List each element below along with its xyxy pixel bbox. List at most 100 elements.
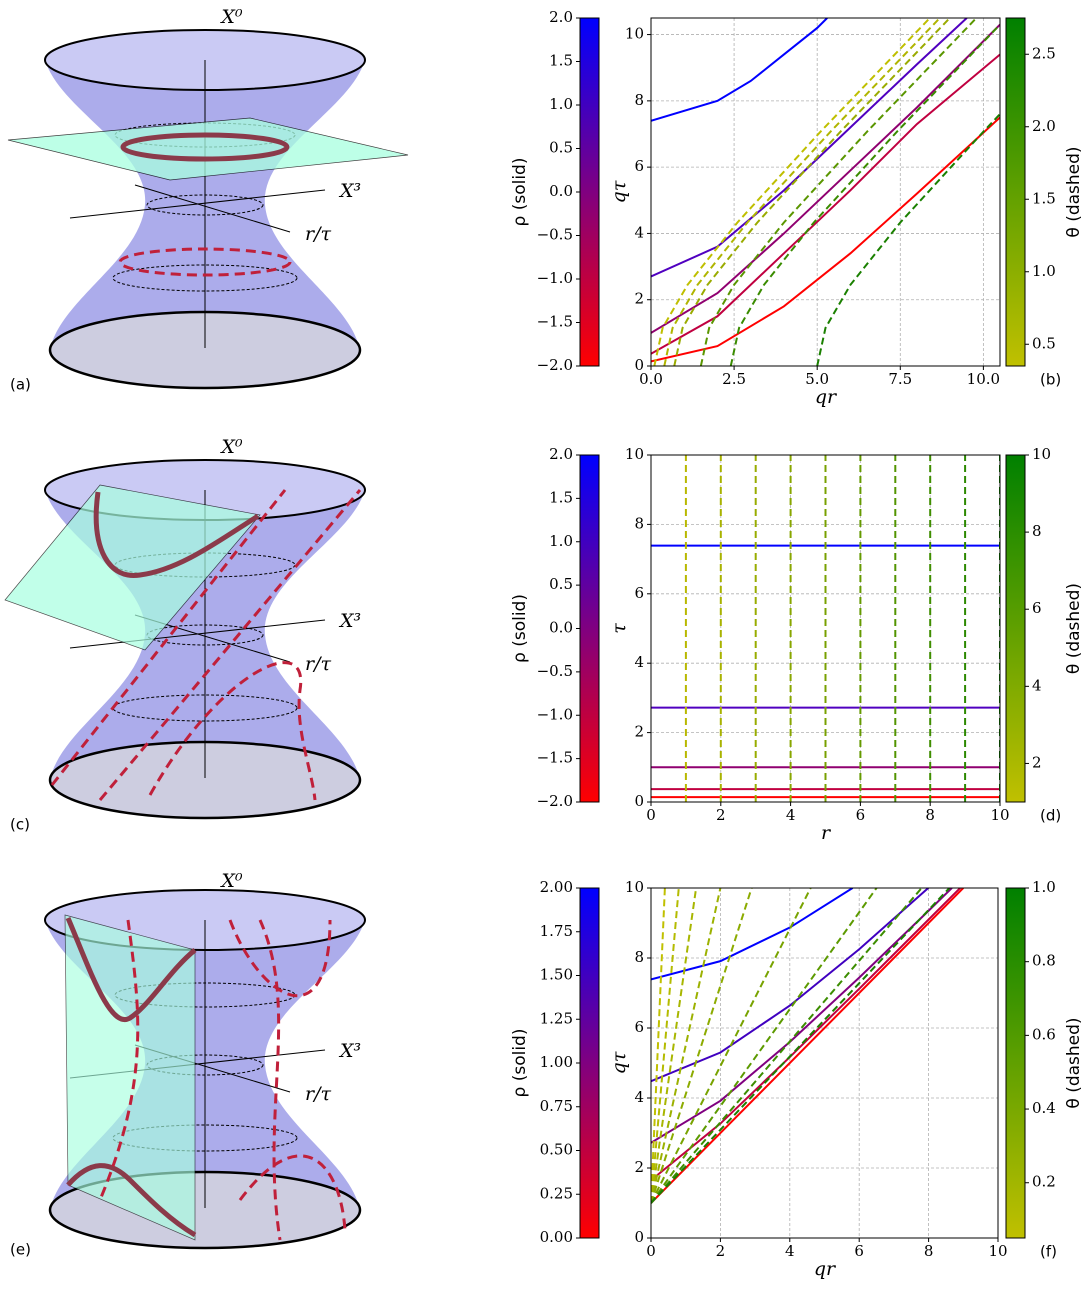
y-tick-label: 0 xyxy=(634,792,644,810)
line xyxy=(651,888,753,1204)
y-tick-label: 8 xyxy=(634,948,644,966)
colorbar-tick-label: 1.0 xyxy=(1032,878,1056,896)
y-tick-label: 2 xyxy=(634,723,644,741)
y-tick-label: 4 xyxy=(634,653,644,671)
axes-frame xyxy=(650,454,1001,803)
line xyxy=(651,888,929,1083)
x-tick-label: 4 xyxy=(786,806,796,824)
x-tick-label: 2 xyxy=(716,1242,726,1260)
x-tick-label: 8 xyxy=(924,1242,934,1260)
x-tick-label: 10 xyxy=(990,806,1009,824)
colorbar-tick-label: 0.5 xyxy=(1032,334,1056,352)
axis-label: X⁰ xyxy=(219,6,243,28)
x-tick-label: 8 xyxy=(925,806,935,824)
colorbar-tick-label: 1.0 xyxy=(549,532,573,550)
y-tick-label: 4 xyxy=(634,1088,644,1106)
diagram-e: X⁰ X³ r/τ (e) xyxy=(10,870,367,1259)
colorbar-tick-label: 0.5 xyxy=(549,575,573,593)
colorbar-label: ρ (solid) xyxy=(510,158,530,227)
diagram-a: X⁰ X³ r/τ (a) xyxy=(7,6,409,394)
colorbar-tick-label: 1.5 xyxy=(549,52,573,70)
axes-frame xyxy=(650,887,999,1239)
y-tick-label: 4 xyxy=(634,223,644,241)
colorbar-tick-label: 1.5 xyxy=(549,488,573,506)
line xyxy=(651,888,812,1204)
x-tick-label: 6 xyxy=(856,806,866,824)
colorbar xyxy=(579,454,600,803)
y-tick-label: 2 xyxy=(634,290,644,308)
colorbar-tick-label: 2.0 xyxy=(549,445,573,463)
line xyxy=(651,888,965,1204)
line xyxy=(816,113,1000,366)
x-tick-label: 4 xyxy=(785,1242,795,1260)
colorbar-tick-label: −0.5 xyxy=(537,226,573,244)
panel-label: (f) xyxy=(1040,1243,1057,1261)
y-tick-label: 6 xyxy=(634,584,644,602)
colorbar-tick-label: 1.50 xyxy=(540,966,573,984)
x-axis-label: qr xyxy=(815,386,838,408)
colorbar-label: θ (dashed) xyxy=(1064,146,1084,237)
colorbar-tick-label: −0.5 xyxy=(537,662,573,680)
line xyxy=(651,53,1000,355)
colorbar-tick-label: 1.0 xyxy=(549,95,573,113)
colorbar xyxy=(1005,454,1026,803)
y-axis-label: qτ xyxy=(608,180,630,203)
colorbar-tick-label: 2.5 xyxy=(1032,44,1056,62)
x-tick-label: 2 xyxy=(716,806,726,824)
colorbar-tick-label: −1.5 xyxy=(537,313,573,331)
panel-label: (b) xyxy=(1040,371,1061,389)
line xyxy=(651,888,961,1182)
line xyxy=(651,888,953,1144)
colorbar-tick-label: 0.50 xyxy=(540,1141,573,1159)
colorbar xyxy=(579,887,600,1239)
colorbar-tick-label: 0.0 xyxy=(549,182,573,200)
y-tick-label: 2 xyxy=(634,1158,644,1176)
axes-frame xyxy=(650,17,1001,367)
colorbar-tick-label: 6 xyxy=(1032,599,1042,617)
y-tick-label: 0 xyxy=(634,1228,644,1246)
colorbar-tick-label: −2.0 xyxy=(537,356,573,374)
colorbar-tick-label: 10 xyxy=(1032,445,1051,463)
axis-label: X³ xyxy=(338,180,361,202)
line xyxy=(651,888,923,1204)
colorbar-tick-label: 2.00 xyxy=(540,878,573,896)
axis-label: r/τ xyxy=(305,223,331,245)
colorbar-tick-label: 1.0 xyxy=(1032,262,1056,280)
colorbar-label: θ (dashed) xyxy=(1064,583,1084,674)
line xyxy=(651,888,854,981)
line xyxy=(651,888,722,1204)
colorbar-tick-label: −1.0 xyxy=(537,269,573,287)
y-tick-label: 10 xyxy=(625,445,644,463)
colorbar-tick-label: 0.75 xyxy=(540,1097,573,1115)
axis-label: X⁰ xyxy=(219,870,243,892)
axis-label: X³ xyxy=(338,1040,361,1062)
panel-label: (c) xyxy=(10,816,30,834)
x-tick-label: 0.0 xyxy=(639,370,663,388)
x-tick-label: 10.0 xyxy=(967,370,1000,388)
y-tick-label: 8 xyxy=(634,514,644,532)
x-axis-label: r xyxy=(821,822,832,844)
colorbar-tick-label: 1.75 xyxy=(540,922,573,940)
axis-label: r/τ xyxy=(305,1083,331,1105)
line xyxy=(651,18,828,122)
colorbar-tick-label: 0.5 xyxy=(549,139,573,157)
line xyxy=(651,116,1000,363)
colorbar-tick-label: 2 xyxy=(1032,753,1042,771)
colorbar-tick-label: 0.8 xyxy=(1032,952,1056,970)
y-tick-label: 6 xyxy=(634,157,644,175)
y-axis-label: qτ xyxy=(608,1051,630,1074)
colorbar xyxy=(1005,887,1026,1239)
colorbar-tick-label: 2.0 xyxy=(1032,117,1056,135)
axis-label: X³ xyxy=(338,610,361,632)
y-tick-label: 10 xyxy=(625,25,644,43)
y-tick-label: 6 xyxy=(634,1018,644,1036)
line xyxy=(651,888,666,1204)
colorbar-tick-label: 0.0 xyxy=(549,619,573,637)
colorbar-label: ρ (solid) xyxy=(510,594,530,663)
colorbar-label: ρ (solid) xyxy=(510,1029,530,1098)
line xyxy=(651,888,680,1204)
colorbar-tick-label: 1.5 xyxy=(1032,189,1056,207)
colorbar-tick-label: 0.2 xyxy=(1032,1173,1056,1191)
x-tick-label: 7.5 xyxy=(888,370,912,388)
